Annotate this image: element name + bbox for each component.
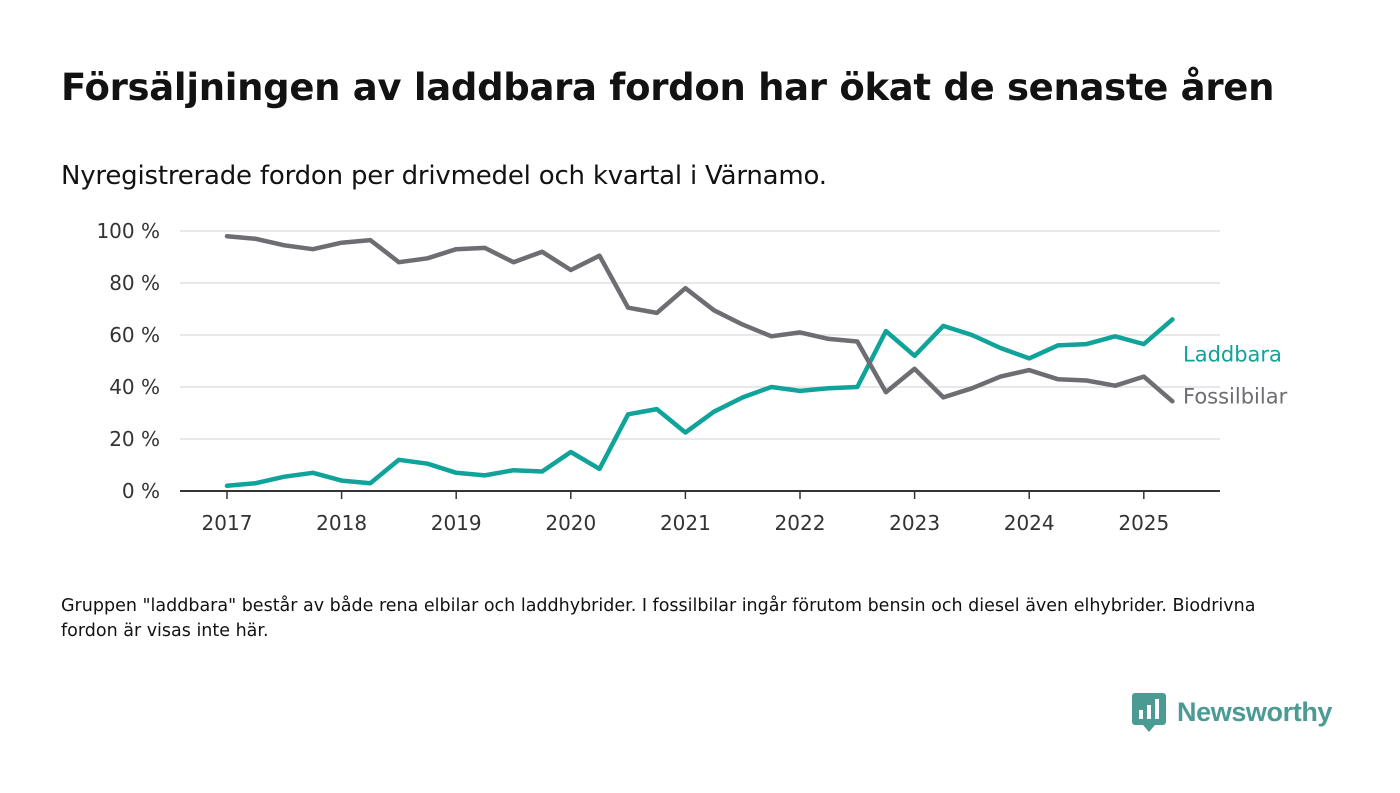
x-tick-label: 2022 xyxy=(775,511,826,535)
y-axis-tick-labels: 0 % 20 % 40 % 60 % 80 % 100 % xyxy=(96,219,160,503)
series-label-fossilbilar: Fossilbilar xyxy=(1183,384,1288,408)
x-tick-label: 2019 xyxy=(431,511,482,535)
series-label-laddbara: Laddbara xyxy=(1183,342,1282,366)
chart-subtitle: Nyregistrerade fordon per drivmedel och … xyxy=(61,161,827,191)
y-tick-label: 80 % xyxy=(109,271,160,295)
brand-name: Newsworthy xyxy=(1177,696,1333,727)
y-tick-label: 40 % xyxy=(109,375,160,399)
series-line-fossilbilar xyxy=(224,233,1175,404)
gridlines xyxy=(180,230,1220,440)
line-chart: 0 % 20 % 40 % 60 % 80 % 100 % 2017 2018 2019 202… xyxy=(96,219,1288,535)
y-tick-label: 60 % xyxy=(109,323,160,347)
y-tick-label: 20 % xyxy=(109,427,160,451)
newsworthy-chart-bubble-icon xyxy=(1132,693,1166,732)
x-tick-label: 2020 xyxy=(545,511,596,535)
x-tick-label: 2024 xyxy=(1004,511,1055,535)
series-labels: Laddbara Fossilbilar xyxy=(1183,342,1288,408)
x-tick-label: 2025 xyxy=(1118,511,1169,535)
y-tick-label: 100 % xyxy=(96,219,160,243)
series-line-laddbara xyxy=(224,317,1175,489)
series-lines xyxy=(224,233,1175,489)
x-tick-label: 2018 xyxy=(316,511,367,535)
x-tick-label: 2017 xyxy=(202,511,253,535)
newsworthy-logo: Newsworthy xyxy=(1132,692,1332,732)
x-tick-label: 2021 xyxy=(660,511,711,535)
chart-title: Försäljningen av laddbara fordon har öka… xyxy=(61,66,1275,109)
x-tick-label: 2023 xyxy=(889,511,940,535)
y-tick-label: 0 % xyxy=(122,479,160,503)
x-axis: 2017 2018 2019 2020 2021 2022 2023 2024 2025 xyxy=(180,490,1220,535)
footnote: Gruppen "laddbara" består av både rena e… xyxy=(61,596,1256,641)
